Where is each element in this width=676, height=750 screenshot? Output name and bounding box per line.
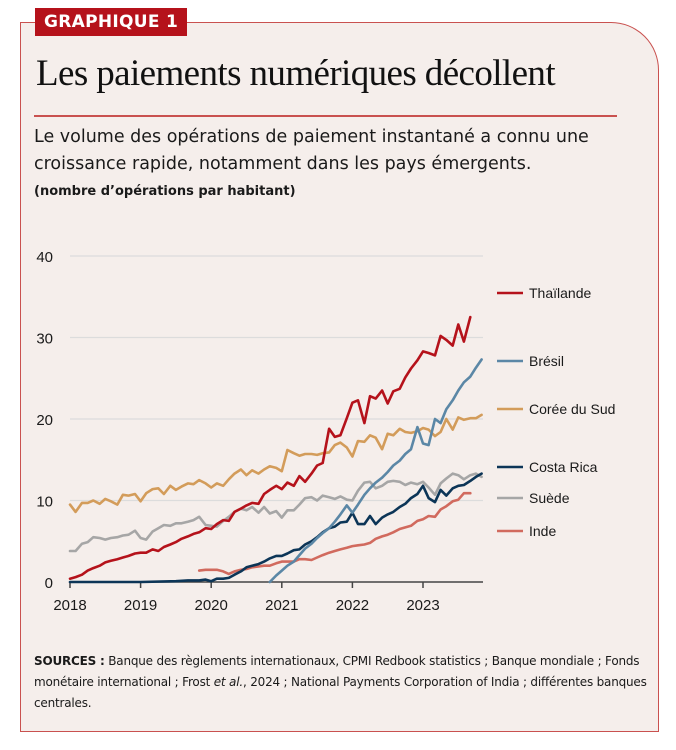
gridlines	[70, 255, 483, 502]
sources-text-2: , 2024 ; National Payments Corporation o…	[34, 675, 647, 710]
series-lines	[68, 315, 483, 584]
legend-label: Thaïlande	[529, 285, 591, 301]
series-line-cor-e-du-sud	[68, 413, 483, 514]
sources-note: SOURCES : Banque des règlements internat…	[34, 651, 654, 714]
sources-text-1: Banque des règlements internationaux, CP…	[34, 654, 640, 689]
series-line-br-sil	[268, 358, 483, 584]
chart-card	[20, 22, 659, 732]
legend-label: Inde	[529, 523, 556, 539]
y-tick-label: 0	[45, 575, 53, 592]
x-tick-label: 2022	[336, 597, 369, 614]
x-tick-label: 2021	[265, 597, 298, 614]
y-tick-label: 10	[36, 494, 53, 511]
chart-title: Les paiements numériques décollent	[36, 53, 556, 94]
y-tick-label: 40	[36, 249, 53, 266]
y-tick-label: 30	[36, 331, 53, 348]
legend-label: Costa Rica	[529, 459, 598, 475]
series-line-su-de	[68, 472, 483, 553]
x-axis: 2018 2019 2020 2021 2022 2023	[53, 581, 483, 614]
x-tick-label: 2020	[195, 597, 228, 614]
x-tick-label: 2023	[406, 597, 439, 614]
y-axis-unit-label: (nombre d’opérations par habitant)	[34, 184, 296, 199]
sources-italic: et al.	[213, 675, 243, 689]
series-line-costa-rica	[68, 472, 483, 584]
y-tick-label: 20	[36, 412, 53, 429]
y-axis-ticks: 0 10 20 30 40	[36, 249, 53, 592]
series-line-inde	[197, 491, 472, 576]
legend-label: Brésil	[529, 353, 564, 369]
legend-label: Suède	[529, 490, 570, 506]
title-divider	[34, 115, 617, 117]
chart-subtitle: Le volume des opérations de paiement ins…	[34, 127, 589, 174]
x-tick-label: 2019	[124, 597, 157, 614]
figure-badge: GRAPHIQUE 1	[35, 8, 188, 36]
series-line-tha-lande	[68, 315, 472, 581]
legend-label: Corée du Sud	[529, 401, 615, 417]
x-tick-label: 2018	[53, 597, 86, 614]
sources-label: SOURCES :	[34, 654, 105, 668]
legend: Thaïlande Brésil Corée du Sud Costa Rica Suè…	[497, 285, 615, 539]
